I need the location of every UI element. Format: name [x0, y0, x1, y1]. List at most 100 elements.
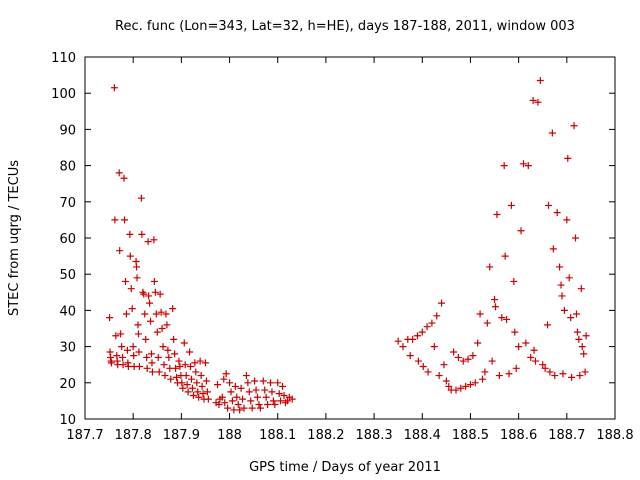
- data-point: [498, 314, 506, 322]
- data-point: [196, 357, 204, 365]
- data-point: [146, 299, 154, 307]
- data-point: [259, 377, 267, 385]
- data-point: [409, 335, 417, 343]
- data-point: [551, 372, 559, 380]
- data-point: [115, 169, 123, 177]
- data-point: [500, 162, 508, 170]
- data-point: [474, 339, 482, 347]
- x-tick-label: 188.2: [307, 428, 344, 443]
- data-point: [560, 306, 568, 314]
- data-point: [186, 348, 194, 356]
- data-point: [507, 201, 515, 209]
- data-point: [179, 384, 187, 392]
- data-point: [532, 357, 539, 365]
- data-point: [512, 364, 520, 372]
- data-point: [170, 335, 178, 343]
- data-point: [126, 230, 134, 238]
- x-tick: 188.3: [355, 57, 393, 443]
- data-point: [510, 277, 518, 285]
- data-point: [280, 391, 288, 399]
- data-point: [544, 321, 552, 329]
- data-point: [517, 227, 525, 235]
- data-point: [570, 122, 578, 130]
- data-point: [519, 160, 527, 168]
- data-point: [119, 361, 127, 369]
- data-point: [471, 379, 479, 387]
- data-point: [137, 194, 145, 202]
- x-tick-label: 188.3: [355, 428, 392, 443]
- data-point: [288, 395, 296, 403]
- data-point: [445, 382, 453, 390]
- data-point: [227, 388, 235, 396]
- data-point: [181, 361, 189, 369]
- data-point: [153, 328, 161, 336]
- data-point: [457, 384, 465, 392]
- data-point: [576, 372, 584, 380]
- data-point: [277, 397, 285, 405]
- data-point: [424, 368, 432, 376]
- data-point: [233, 393, 241, 401]
- data-point: [134, 330, 142, 338]
- data-point: [279, 382, 287, 390]
- data-point: [110, 84, 118, 92]
- data-point: [236, 406, 244, 414]
- data-point: [165, 353, 173, 361]
- y-tick: 50: [59, 268, 615, 283]
- y-tick-label: 110: [51, 51, 76, 66]
- data-point: [522, 339, 530, 347]
- y-tick: 100: [51, 87, 615, 102]
- data-point: [464, 355, 472, 363]
- data-point: [129, 343, 137, 351]
- data-point: [150, 236, 158, 244]
- data-point: [399, 343, 407, 351]
- data-point: [221, 399, 229, 407]
- data-point: [163, 321, 171, 329]
- data-point: [274, 379, 282, 387]
- x-tick: 187.8: [115, 57, 152, 443]
- data-point: [226, 379, 234, 387]
- data-point: [438, 299, 446, 307]
- data-point: [116, 247, 124, 255]
- data-point: [577, 285, 585, 293]
- x-tick: 188: [217, 57, 242, 443]
- data-point: [459, 357, 467, 365]
- y-tick-label: 70: [59, 196, 76, 211]
- data-point: [215, 401, 223, 409]
- data-point: [192, 368, 200, 376]
- data-point: [242, 372, 250, 380]
- data-point: [160, 361, 168, 369]
- data-point: [454, 353, 462, 361]
- data-point: [483, 319, 491, 327]
- data-point: [118, 343, 126, 351]
- data-point: [106, 314, 114, 322]
- data-point: [575, 335, 583, 343]
- data-point: [143, 353, 151, 361]
- data-point: [135, 348, 143, 356]
- data-point: [564, 154, 572, 162]
- data-point: [275, 390, 283, 398]
- data-point: [138, 230, 146, 238]
- data-point: [255, 401, 263, 409]
- data-point: [156, 290, 164, 298]
- data-point: [214, 381, 221, 389]
- data-point: [161, 372, 169, 380]
- data-point: [122, 310, 130, 318]
- data-point: [141, 310, 149, 318]
- y-tick: 70: [59, 196, 615, 211]
- data-point: [559, 370, 567, 378]
- data-point: [127, 285, 135, 293]
- x-tick: 188.5: [452, 57, 489, 443]
- data-point: [549, 245, 557, 253]
- data-point: [581, 368, 589, 376]
- data-point: [534, 98, 542, 106]
- data-point: [187, 363, 195, 371]
- x-axis-label: GPS time / Days of year 2011: [249, 460, 441, 475]
- x-tick-label: 188.1: [259, 428, 296, 443]
- data-point: [491, 296, 499, 304]
- data-point: [151, 288, 159, 296]
- data-point: [548, 129, 556, 137]
- y-tick-label: 100: [51, 87, 76, 102]
- data-point: [119, 353, 127, 361]
- data-point: [256, 404, 264, 412]
